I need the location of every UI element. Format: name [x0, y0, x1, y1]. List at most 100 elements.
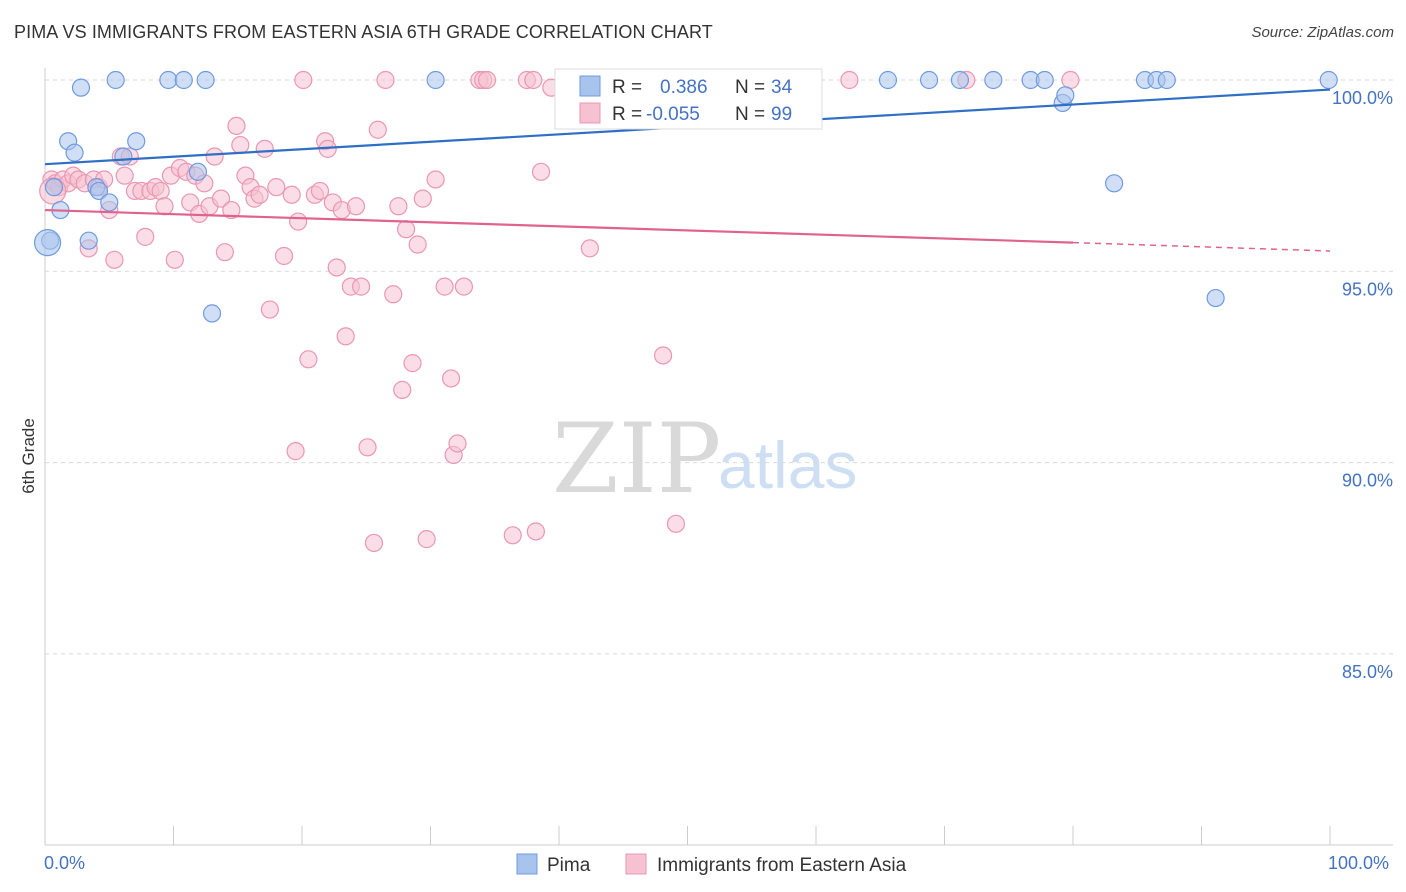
stats-legend-swatch-pima — [579, 75, 601, 97]
pima-point-26 — [1056, 86, 1075, 105]
x-tick-label-max: 100.0% — [1328, 853, 1389, 873]
imm-point-71 — [403, 354, 422, 373]
stats-r-label-pima: R = — [612, 77, 642, 98]
stats-n-label-pima: N = — [735, 77, 765, 98]
y-tick-label-95: 95.0% — [1342, 279, 1393, 299]
imm-point-77 — [441, 369, 461, 388]
legend-swatch-pima — [516, 853, 538, 875]
gridlines — [45, 79, 1393, 655]
imm-point-83 — [503, 526, 522, 545]
pima-point-17 — [202, 304, 222, 323]
imm-point-48 — [286, 442, 305, 461]
pima-point-8 — [89, 181, 109, 201]
imm-point-37 — [227, 116, 246, 136]
legend-label-pima: Pima — [547, 855, 591, 876]
imm-point-62 — [352, 277, 371, 296]
pima-point-6 — [79, 231, 98, 250]
imm-point-63 — [358, 438, 377, 457]
legend-label-imm: Immigrants from Eastern Asia — [657, 855, 907, 876]
pima-point-18 — [426, 70, 445, 90]
pima-point-22 — [984, 70, 1003, 90]
x-axis-ticks — [44, 826, 1331, 845]
imm-point-50 — [294, 70, 313, 90]
pima-point-15 — [188, 162, 208, 181]
stats-r-label-imm: R = — [612, 104, 642, 125]
pima-point-9 — [100, 193, 119, 212]
imm-point-94 — [840, 70, 859, 90]
imm-point-44 — [260, 300, 279, 319]
series-immigrants-points — [39, 70, 1080, 553]
stats-legend-swatch-imm — [579, 102, 601, 124]
imm-point-69 — [393, 380, 412, 400]
watermark-zip: ZIP — [552, 403, 721, 515]
imm-point-76 — [435, 277, 454, 296]
imm-point-98 — [524, 70, 543, 90]
imm-point-80 — [454, 277, 474, 296]
imm-point-51 — [299, 350, 318, 369]
stats-n-value-pima: 34 — [771, 77, 793, 98]
pima-point-30 — [1157, 70, 1176, 90]
pima-point-21 — [950, 70, 970, 90]
imm-point-61 — [346, 197, 366, 216]
imm-point-49 — [289, 212, 308, 231]
stats-r-value-pima: 0.386 — [660, 77, 708, 98]
y-tick-labels: 100.0% 95.0% 90.0% 85.0% — [1332, 88, 1393, 682]
imm-point-97 — [477, 70, 497, 90]
imm-point-64 — [364, 533, 384, 553]
stats-n-value-imm: 99 — [771, 104, 792, 125]
stats-legend: R = 0.386 N = 34 R = -0.055 N = 99 — [554, 68, 823, 130]
imm-point-72 — [408, 235, 427, 254]
imm-point-73 — [413, 189, 432, 208]
imm-point-42 — [250, 185, 269, 204]
pima-point-27 — [1105, 174, 1124, 193]
imm-point-25 — [165, 250, 184, 269]
pima-point-31 — [1206, 288, 1225, 308]
imm-point-65 — [368, 120, 387, 139]
source-label: Source: ZipAtlas.com — [1251, 24, 1394, 41]
pima-point-4 — [65, 143, 84, 162]
imm-point-74 — [417, 530, 436, 549]
pima-point-19 — [878, 70, 898, 90]
imm-point-36 — [222, 200, 241, 220]
pima-big-point-0 — [33, 229, 62, 257]
pima-point-11 — [114, 147, 133, 166]
y-tick-label-90: 90.0% — [1342, 471, 1393, 491]
pima-point-20 — [919, 70, 939, 90]
imm-point-38 — [231, 135, 250, 155]
pima-point-5 — [71, 78, 91, 97]
imm-point-19 — [136, 227, 155, 246]
pima-point-1 — [44, 178, 64, 197]
pima-point-12 — [127, 132, 146, 151]
y-tick-label-100: 100.0% — [1332, 88, 1393, 108]
imm-point-57 — [327, 258, 346, 277]
imm-point-92 — [666, 514, 686, 533]
trend-line-imm-extension — [1072, 241, 1331, 252]
imm-point-47 — [282, 185, 301, 204]
x-tick-label-min: 0.0% — [44, 853, 85, 873]
series-pima-points — [33, 70, 1338, 323]
y-axis-title: 6th Grade — [19, 418, 38, 494]
imm-point-66 — [376, 70, 395, 90]
imm-point-89 — [580, 239, 599, 258]
imm-point-13 — [105, 250, 124, 269]
imm-point-33 — [205, 147, 224, 166]
bottom-legend: Pima Immigrants from Eastern Asia — [516, 853, 907, 876]
pima-point-13 — [159, 70, 178, 90]
pima-point-24 — [1035, 70, 1054, 90]
imm-point-86 — [531, 162, 551, 181]
pima-point-14 — [174, 70, 193, 90]
y-tick-label-85: 85.0% — [1342, 662, 1393, 682]
imm-point-68 — [389, 197, 408, 216]
imm-point-35 — [215, 243, 234, 262]
chart-title: PIMA VS IMMIGRANTS FROM EASTERN ASIA 6TH… — [14, 22, 713, 42]
imm-point-70 — [396, 220, 416, 239]
pima-point-32 — [1319, 70, 1338, 90]
imm-point-53 — [310, 181, 330, 201]
trend-line-imm — [44, 208, 1074, 244]
watermark-atlas: atlas — [718, 428, 857, 502]
imm-point-43 — [255, 139, 274, 158]
imm-point-96 — [1061, 70, 1080, 90]
imm-point-85 — [526, 522, 545, 541]
imm-point-15 — [115, 166, 134, 185]
